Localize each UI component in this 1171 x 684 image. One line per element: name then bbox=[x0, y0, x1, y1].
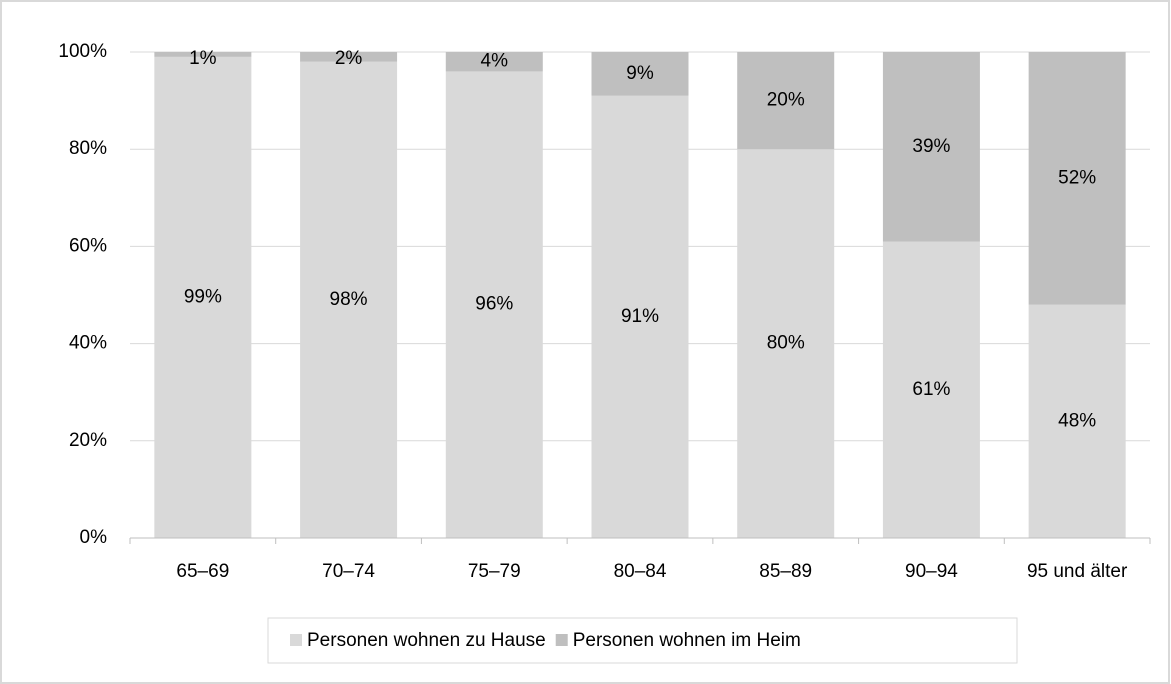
bar-segment bbox=[737, 52, 835, 150]
bar-segment bbox=[1028, 52, 1126, 305]
bar-segment bbox=[882, 52, 980, 242]
x-tick-label: 75–79 bbox=[468, 561, 521, 582]
bar-segment bbox=[591, 52, 689, 96]
data-label: 80% bbox=[767, 333, 805, 354]
x-tick-label: 95 und älter bbox=[1027, 561, 1128, 582]
data-label: 96% bbox=[475, 294, 513, 315]
data-label: 20% bbox=[767, 90, 805, 111]
data-label: 52% bbox=[1058, 167, 1096, 188]
legend-label: Personen wohnen zu Hause bbox=[307, 630, 546, 651]
y-tick-label: 80% bbox=[69, 138, 107, 159]
y-tick-label: 20% bbox=[69, 430, 107, 451]
bar-segment bbox=[300, 61, 398, 538]
data-label: 4% bbox=[481, 51, 509, 72]
bar-segment bbox=[591, 95, 689, 539]
bar-segment bbox=[445, 71, 543, 538]
data-label: 61% bbox=[912, 379, 950, 400]
x-tick-label: 80–84 bbox=[614, 561, 667, 582]
data-label: 48% bbox=[1058, 410, 1096, 431]
legend-box bbox=[267, 617, 1018, 664]
data-label: 99% bbox=[184, 286, 222, 307]
bar-segment bbox=[737, 149, 835, 538]
bar-segment bbox=[882, 241, 980, 539]
y-tick-label: 40% bbox=[69, 333, 107, 354]
data-label: 39% bbox=[912, 136, 950, 157]
y-tick-label: 60% bbox=[69, 235, 107, 256]
data-label: 91% bbox=[621, 306, 659, 327]
bar-segment bbox=[300, 52, 398, 62]
x-tick-label: 90–94 bbox=[905, 561, 958, 582]
bar-segment bbox=[154, 52, 252, 57]
y-tick-label: 100% bbox=[58, 41, 107, 62]
data-label: 9% bbox=[626, 63, 654, 84]
x-tick-label: 85–89 bbox=[759, 561, 812, 582]
legend-label: Personen wohnen im Heim bbox=[573, 630, 801, 651]
legend-swatch bbox=[555, 634, 568, 646]
bar-segment bbox=[445, 52, 543, 72]
x-tick-label: 70–74 bbox=[322, 561, 375, 582]
y-tick-label: 0% bbox=[80, 527, 108, 548]
bar-segment bbox=[154, 56, 252, 539]
data-label: 98% bbox=[330, 289, 368, 310]
data-label: 2% bbox=[335, 48, 363, 69]
x-tick-label: 65–69 bbox=[176, 561, 229, 582]
data-label: 1% bbox=[189, 48, 217, 69]
bar-segment bbox=[1028, 304, 1126, 538]
legend-swatch bbox=[290, 634, 302, 646]
